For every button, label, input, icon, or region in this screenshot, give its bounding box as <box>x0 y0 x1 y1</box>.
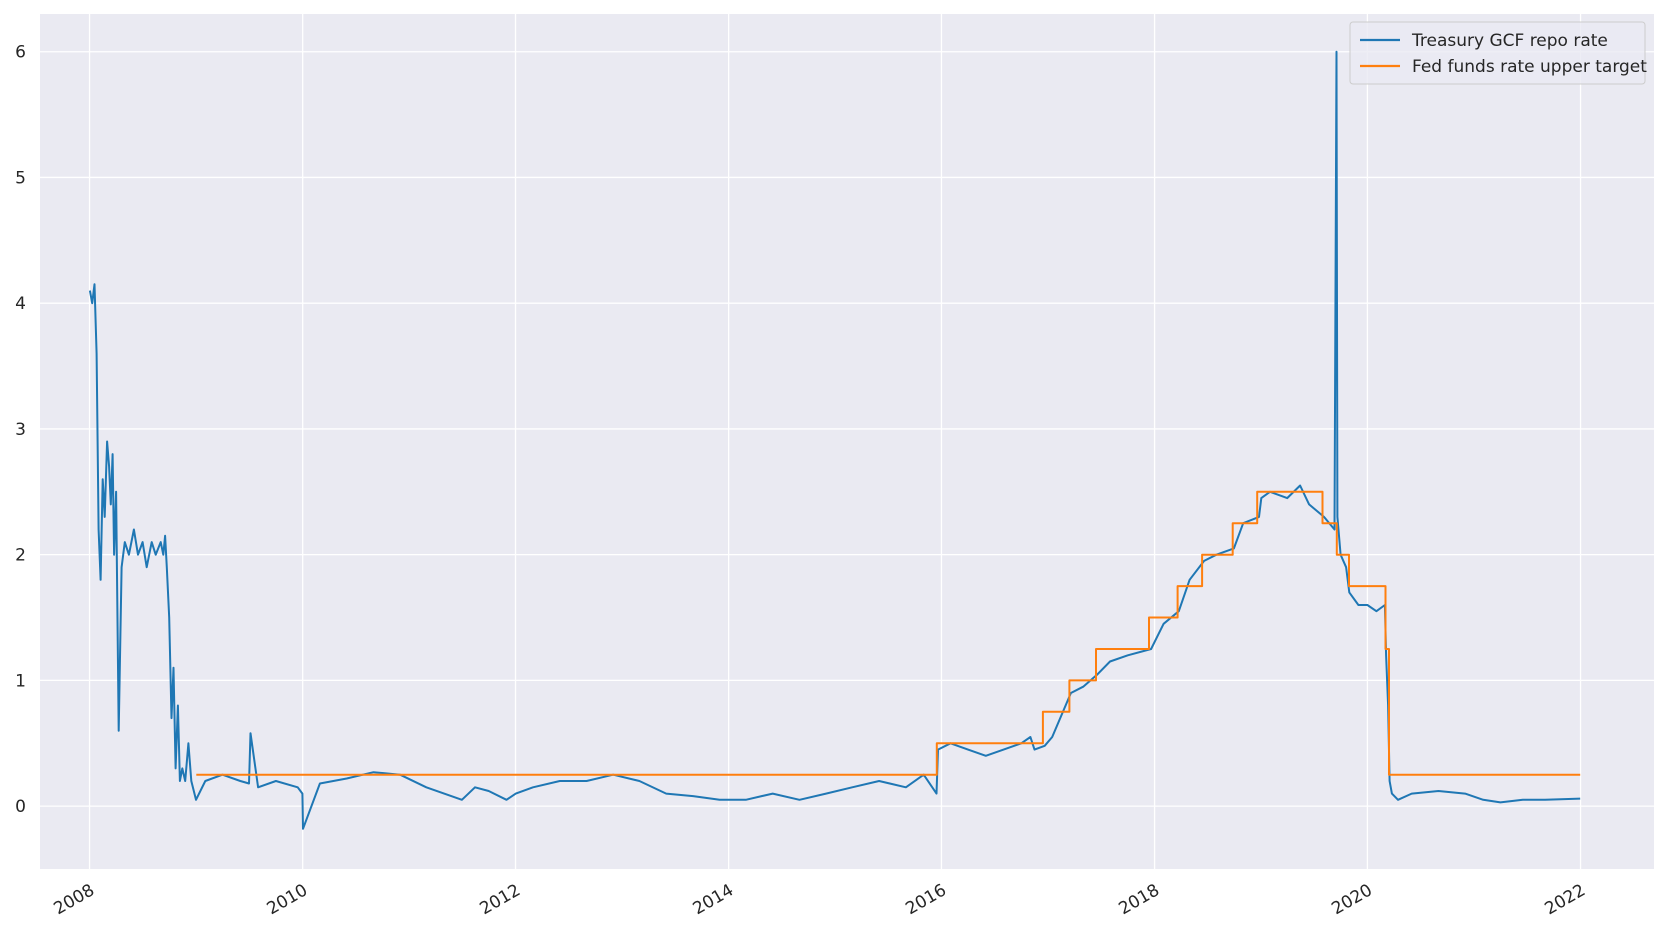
y-tick-label: 0 <box>15 797 26 817</box>
series-lines <box>88 50 1581 830</box>
series-line-fed-funds-upper-target <box>196 490 1581 776</box>
x-tick-label: 2014 <box>690 880 737 919</box>
legend: Treasury GCF repo rate Fed funds rate up… <box>1349 21 1647 85</box>
y-tick-label: 2 <box>15 546 26 566</box>
y-tick-label: 1 <box>15 671 26 691</box>
y-tick-label: 5 <box>15 168 26 188</box>
y-tick-label: 6 <box>15 43 26 63</box>
x-axis-ticks: 2008 2010 2012 2014 2016 2018 2020 2022 <box>51 880 1589 919</box>
y-tick-label: 4 <box>15 294 26 314</box>
legend-box <box>1349 21 1646 85</box>
legend-label-repo: Treasury GCF repo rate <box>1411 31 1608 51</box>
x-tick-label: 2018 <box>1116 880 1163 919</box>
x-tick-label: 2022 <box>1542 880 1589 919</box>
legend-label-fed: Fed funds rate upper target <box>1412 57 1647 77</box>
grid-lines <box>40 14 1654 869</box>
x-tick-label: 2008 <box>51 880 98 919</box>
y-tick-label: 3 <box>15 420 26 440</box>
x-tick-label: 2010 <box>264 880 311 919</box>
x-tick-label: 2016 <box>902 880 949 919</box>
series-line-treasury-gcf-repo-rate <box>88 50 1581 830</box>
x-tick-label: 2012 <box>476 880 523 919</box>
x-tick-label: 2020 <box>1328 880 1375 919</box>
plot-area-background <box>40 14 1654 869</box>
y-axis-ticks: 0 1 2 3 4 5 6 <box>15 43 26 817</box>
